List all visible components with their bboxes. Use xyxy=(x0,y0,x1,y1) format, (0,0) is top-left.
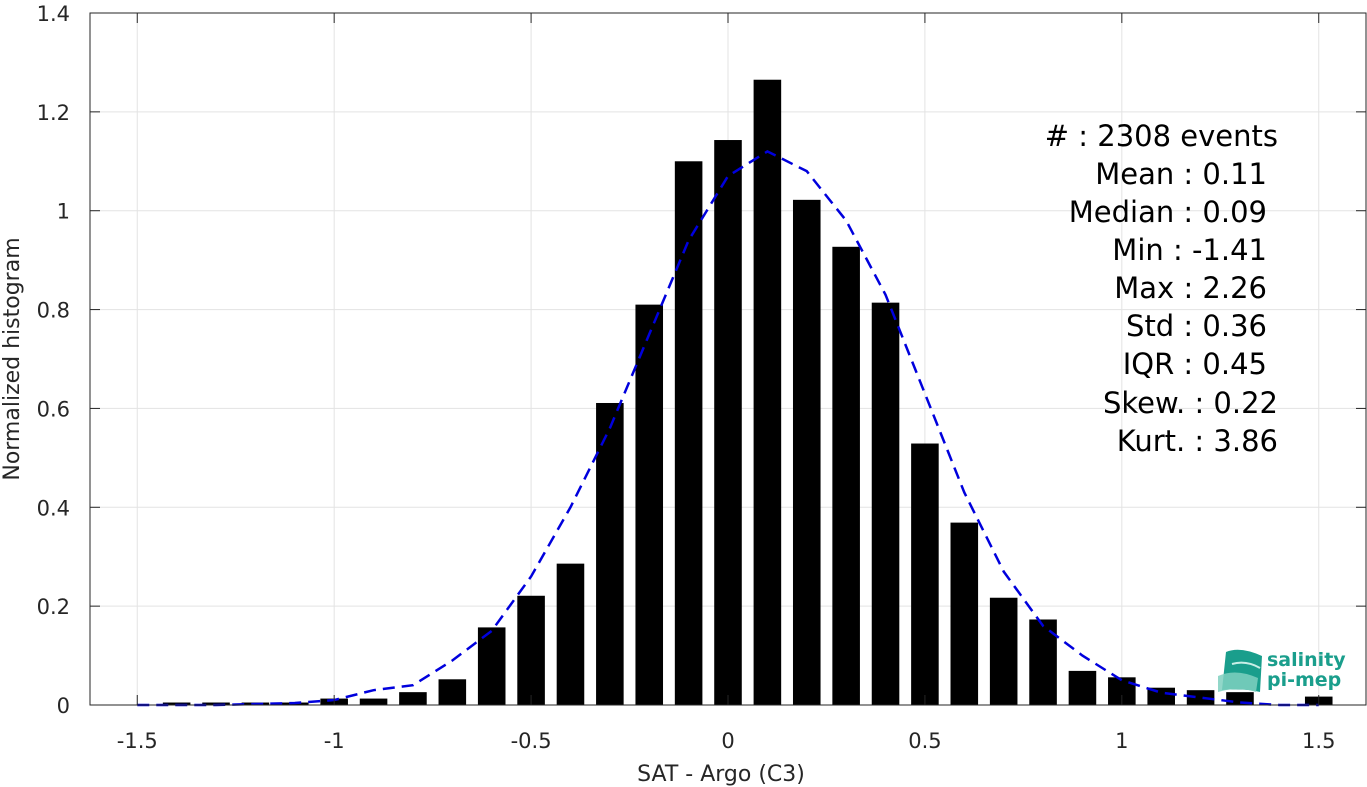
histogram-bar xyxy=(714,140,742,705)
histogram-bar xyxy=(911,443,939,705)
stats-iqr: IQR : 0.45 xyxy=(1123,347,1267,381)
histogram-bar xyxy=(635,304,664,705)
histogram-bar xyxy=(399,692,427,705)
axis-ticks: -1.5 -1 -0.5 0 0.5 1 1.5 0 0.2 0.4 0.6 0.8 1 1.2 1.4 xyxy=(37,2,1366,753)
stats-min: Min : -1.41 xyxy=(1112,233,1267,267)
y-tick-label: 0 xyxy=(57,694,70,718)
x-tick-label: -1 xyxy=(324,729,345,753)
y-axis-label: Normalized histogram xyxy=(0,237,25,480)
stats-count: # : 2308 events xyxy=(1045,119,1278,153)
stats-std: Std : 0.36 xyxy=(1126,309,1267,343)
histogram-bar xyxy=(950,522,979,705)
stats-skew: Skew. : 0.22 xyxy=(1103,386,1278,420)
y-tick-label: 1 xyxy=(57,200,70,224)
stats-max: Max : 2.26 xyxy=(1114,271,1267,305)
histogram-bar xyxy=(871,302,900,705)
x-tick-label: 0.5 xyxy=(908,729,941,753)
salinity-pimep-logo: salinity pi-mep xyxy=(1218,649,1346,692)
y-tick-label: 1.2 xyxy=(37,101,70,125)
histogram-bar xyxy=(517,595,545,705)
histogram-bar xyxy=(438,679,467,705)
x-tick-label: -0.5 xyxy=(511,729,552,753)
histogram-bar xyxy=(989,597,1018,705)
y-tick-label: 0.2 xyxy=(37,595,70,619)
logo-line-1: salinity xyxy=(1267,649,1346,671)
stats-mean: Mean : 0.11 xyxy=(1095,157,1267,191)
histogram-bar xyxy=(753,79,782,705)
stats-median: Median : 0.09 xyxy=(1069,195,1267,229)
histogram-bar xyxy=(1186,690,1215,705)
histogram-bar xyxy=(556,563,585,705)
histogram-bar xyxy=(792,199,821,705)
histogram-bar xyxy=(674,161,703,706)
stats-box: # : 2308 events Mean : 0.11 Median : 0.0… xyxy=(1045,119,1278,458)
histogram-bar xyxy=(832,246,860,705)
wave-logo-icon xyxy=(1218,649,1262,692)
stats-kurt: Kurt. : 3.86 xyxy=(1117,424,1278,458)
x-tick-label: 1 xyxy=(1115,729,1128,753)
logo-line-2: pi-mep xyxy=(1267,669,1341,691)
histogram-bar xyxy=(359,698,388,705)
x-tick-label: -1.5 xyxy=(117,729,158,753)
y-tick-label: 0.6 xyxy=(37,397,70,421)
histogram-bar xyxy=(477,627,506,705)
y-tick-label: 0.8 xyxy=(37,299,70,323)
histogram-bar xyxy=(1147,687,1175,705)
x-tick-label: 1.5 xyxy=(1302,729,1335,753)
y-tick-label: 0.4 xyxy=(37,496,70,520)
y-tick-label: 1.4 xyxy=(37,2,70,26)
x-tick-label: 0 xyxy=(721,729,734,753)
histogram-bar xyxy=(1068,670,1097,705)
x-axis-label: SAT - Argo (C3) xyxy=(637,762,805,787)
histogram-bar xyxy=(596,402,624,705)
